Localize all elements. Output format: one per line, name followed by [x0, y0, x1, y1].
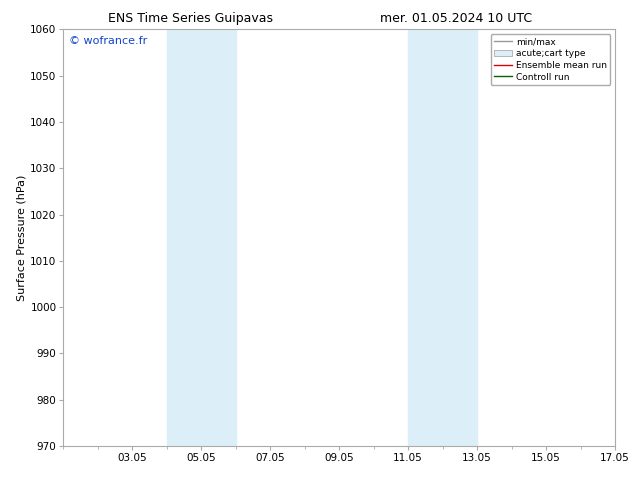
- Text: © wofrance.fr: © wofrance.fr: [69, 36, 147, 46]
- Text: mer. 01.05.2024 10 UTC: mer. 01.05.2024 10 UTC: [380, 12, 533, 25]
- Legend: min/max, acute;cart type, Ensemble mean run, Controll run: min/max, acute;cart type, Ensemble mean …: [491, 34, 611, 85]
- Bar: [408, 29, 477, 446]
- Text: ENS Time Series Guipavas: ENS Time Series Guipavas: [108, 12, 273, 25]
- Y-axis label: Surface Pressure (hPa): Surface Pressure (hPa): [16, 174, 26, 301]
- Bar: [167, 29, 236, 446]
